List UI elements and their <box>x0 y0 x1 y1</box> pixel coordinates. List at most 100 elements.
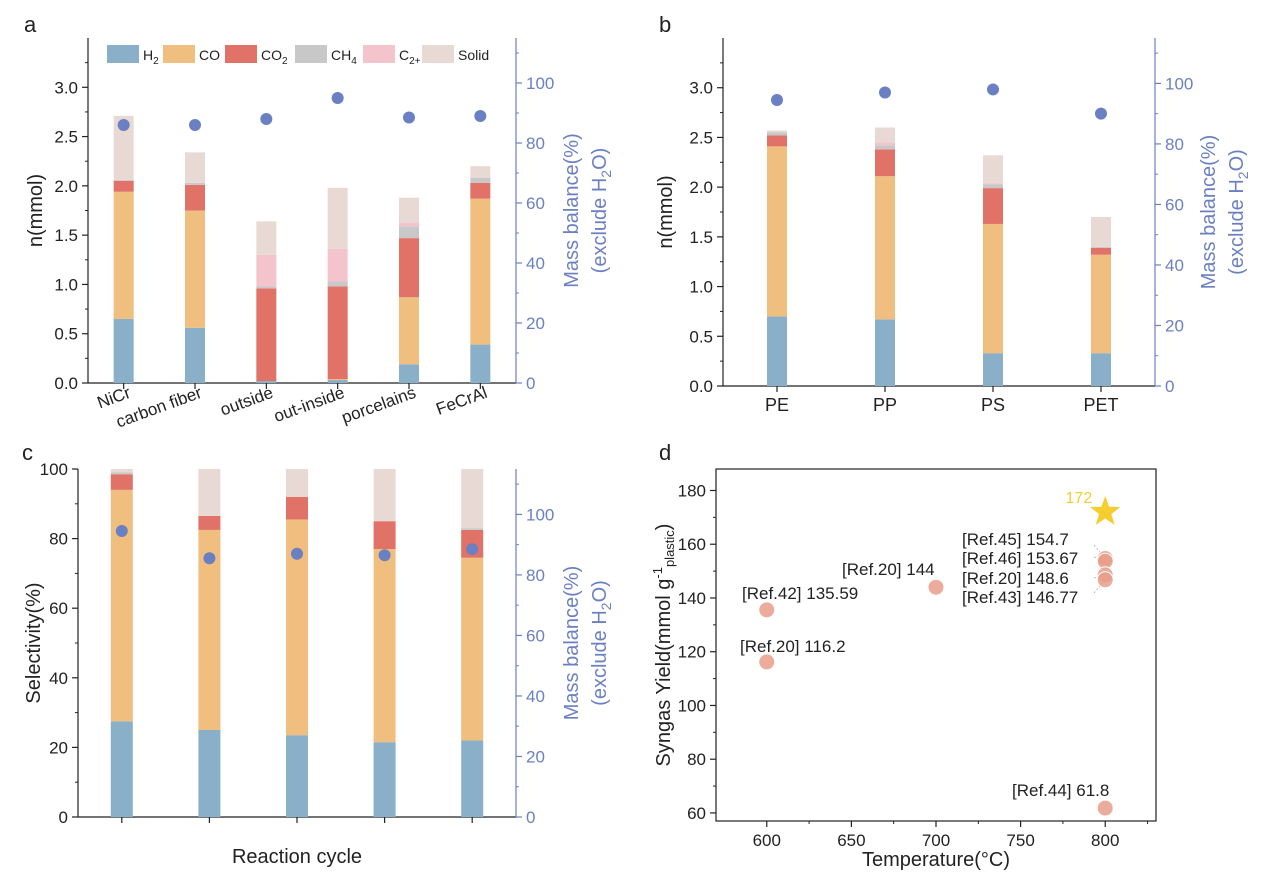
y-tick-label: 3.0 <box>689 79 713 98</box>
bar-segment-co2 <box>286 496 308 520</box>
y-tick-label: 0.5 <box>54 325 78 344</box>
bar-segment-ch4 <box>110 472 133 475</box>
bar-segment-h2 <box>198 730 221 817</box>
bar-segment-h2 <box>399 364 419 383</box>
leader-line <box>1093 544 1106 559</box>
y-tick-label: 2.5 <box>54 128 78 147</box>
bar-segment-co2 <box>110 474 133 490</box>
y-tick-label: 160 <box>678 535 706 554</box>
bar-segment-solid <box>399 197 419 223</box>
bar-segment-solid <box>875 127 895 143</box>
x-tick-label: FeCrAl <box>433 383 489 419</box>
bar-segment-co <box>1091 254 1111 354</box>
bar-segment-solid <box>327 187 348 249</box>
y-tick-label: 140 <box>678 589 706 608</box>
this-work-label: 172 <box>1066 490 1093 507</box>
mass-balance-point <box>189 119 201 131</box>
legend-swatch-ch4 <box>295 45 327 63</box>
mass-balance-point <box>291 547 303 560</box>
y-tick-label: 100 <box>40 460 68 479</box>
bar-segment-h2 <box>470 344 491 383</box>
bar-segment-ch4 <box>185 182 205 185</box>
y-tick-label: 60 <box>687 804 706 823</box>
y-tick-label: 3.0 <box>54 78 78 97</box>
x-tick-label: 700 <box>922 831 950 850</box>
literature-point <box>758 653 776 671</box>
point-label: [Ref.42] 135.59 <box>742 584 858 603</box>
y2-tick-label: 40 <box>526 687 545 706</box>
bar-segment-co2 <box>256 288 277 382</box>
y-tick-label: 0 <box>59 808 68 827</box>
bar-segment-co <box>185 210 205 328</box>
point-label: [Ref.20] 116.2 <box>740 637 846 656</box>
legend-swatch-co2 <box>225 45 257 63</box>
y2-tick-label: 0 <box>526 808 535 827</box>
bar-segment-ch4 <box>399 226 419 239</box>
y-tick-label: 1.0 <box>54 275 78 294</box>
legend-label: H2 <box>143 47 159 67</box>
bar-segment-solid <box>470 166 491 178</box>
point-label: [Ref.45] 154.7 <box>962 530 1069 549</box>
y2-axis-title: Mass balance(%) (exclude H2O) <box>561 566 614 721</box>
bar-segment-c2plus <box>256 254 277 287</box>
bar-segment-c2plus <box>327 248 348 282</box>
y2-tick-label: 80 <box>526 566 545 585</box>
bar-segment-co2 <box>1091 247 1111 255</box>
bar-segment-h2 <box>185 327 205 383</box>
panel-label-d: d <box>659 440 671 465</box>
y-tick-label: 80 <box>49 530 68 549</box>
bar-segment-co <box>113 191 134 319</box>
y-tick-label: 40 <box>49 669 68 688</box>
bar-segment-co <box>983 223 1003 354</box>
y-axis-title: n(mmol) <box>655 175 677 248</box>
bar-segment-ch4 <box>470 177 491 183</box>
x-tick-label: PE <box>765 395 789 415</box>
bar-segment-ch4 <box>1091 246 1111 248</box>
bar-segment-co <box>373 549 396 743</box>
panel-label-b: b <box>659 12 671 37</box>
legend: H2 CO CO2 CH4 C2+ Solid <box>107 45 489 67</box>
bar-segment-solid <box>1091 216 1111 247</box>
mass-balance-point <box>260 113 273 125</box>
mass-balance-point <box>474 110 487 122</box>
bar-segment-co2 <box>113 180 134 192</box>
y2-tick-label: 60 <box>526 626 545 645</box>
legend-label: C2+ <box>399 47 421 67</box>
point-label: [Ref.43] 146.77 <box>962 588 1078 607</box>
y2-tick-label: 60 <box>1165 195 1184 214</box>
y-tick-label: 2.0 <box>689 178 713 197</box>
this-work-star <box>1090 496 1121 525</box>
bar-segment-co <box>327 379 348 381</box>
bar-segment-h2 <box>373 742 396 817</box>
literature-point <box>1096 799 1114 817</box>
bar-segment-ch4 <box>256 286 277 289</box>
bar-segment-co2 <box>983 188 1003 224</box>
mass-balance-point <box>117 119 130 131</box>
mass-balance-point <box>331 92 344 104</box>
bar-segment-h2 <box>461 740 484 817</box>
bar-segment-co <box>767 146 787 317</box>
x-tick-label: 650 <box>837 831 865 850</box>
legend-swatch-solid <box>422 45 454 63</box>
y2-axis-title: Mass balance(%) (exclude H2O) <box>1198 135 1251 290</box>
y-tick-label: 0.0 <box>54 374 78 393</box>
mass-balance-point <box>1095 107 1107 120</box>
y2-tick-label: 20 <box>1165 316 1184 335</box>
x-tick-label: PET <box>1083 395 1118 415</box>
bar-segment-solid <box>767 130 787 133</box>
mass-balance-point <box>771 94 783 107</box>
y2-tick-label: 100 <box>526 505 554 524</box>
x-tick-label: 600 <box>753 831 781 850</box>
y-tick-label: 0.0 <box>689 377 713 396</box>
bar-segment-co <box>286 519 308 736</box>
bar-segment-co2 <box>399 238 419 298</box>
y-tick-label: 1.5 <box>689 228 713 247</box>
y2-tick-label: 40 <box>1165 256 1184 275</box>
bar-segment-co <box>399 297 419 365</box>
y2-tick-label: 80 <box>1165 135 1184 154</box>
y2-tick-label: 0 <box>1165 377 1174 396</box>
y2-axis-title: Mass balance(%) (exclude H2O) <box>561 133 614 288</box>
bar-segment-h2 <box>256 381 277 383</box>
point-label: [Ref.20] 148.6 <box>962 569 1069 588</box>
